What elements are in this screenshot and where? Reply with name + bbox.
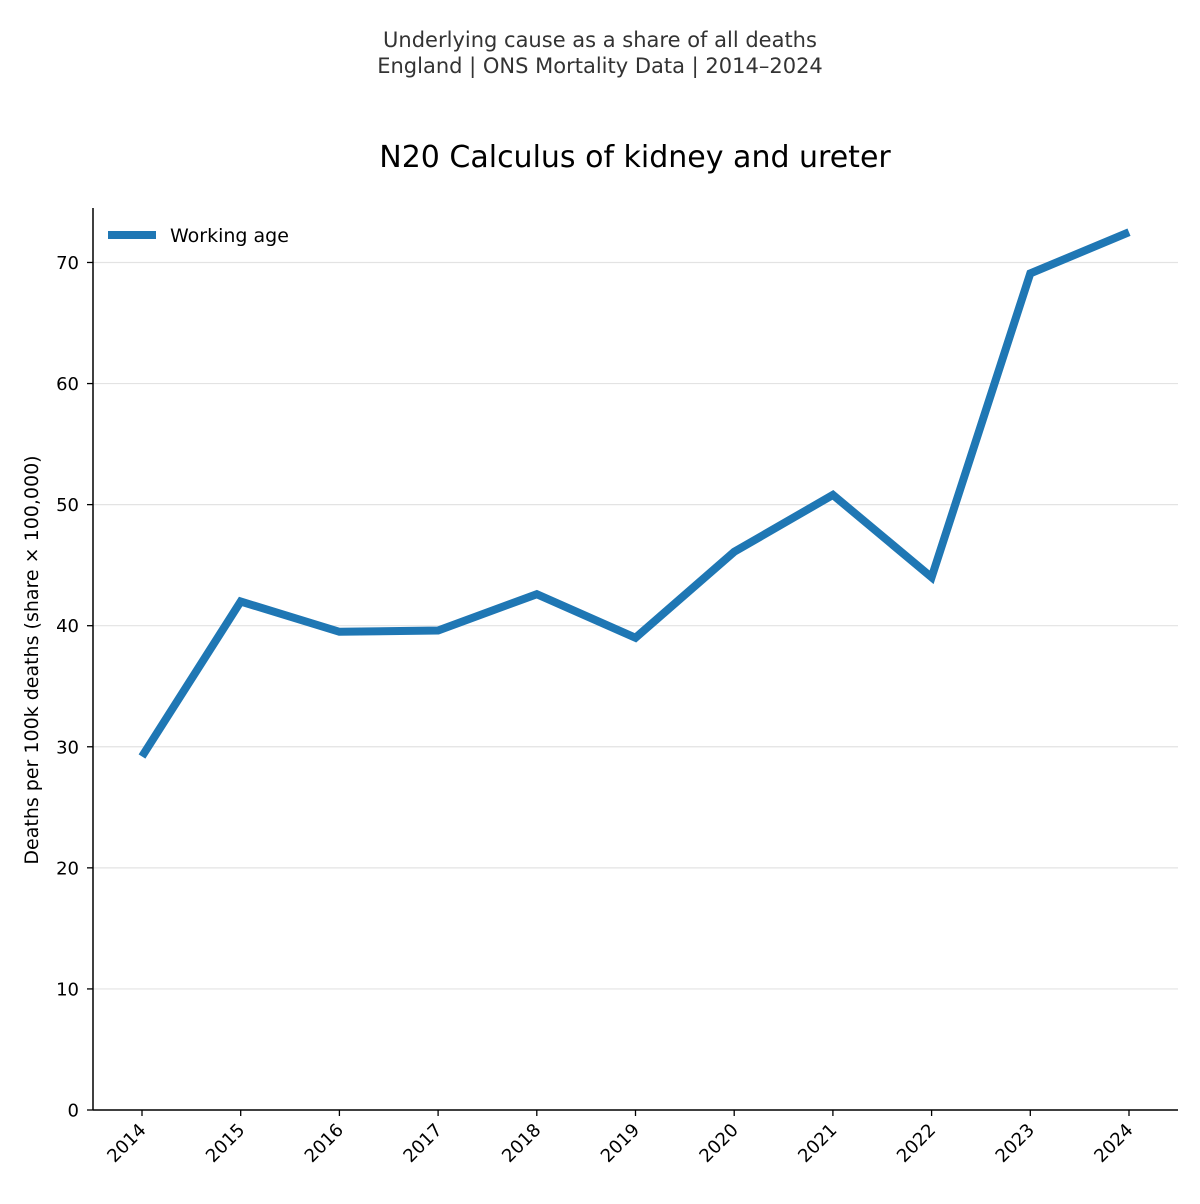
y-tick-label: 70 <box>56 253 79 274</box>
series-lines <box>142 232 1129 756</box>
y-tick-label: 50 <box>56 495 79 516</box>
x-tick-label: 2018 <box>498 1120 545 1167</box>
x-tick-label: 2017 <box>399 1120 446 1167</box>
chart-header: Underlying cause as a share of all death… <box>377 28 891 175</box>
x-axis-ticks: 2014 2015 2016 2017 2018 2019 2020 2021 2022 2023… <box>103 1110 1137 1167</box>
y-axis-ticks: 0 10 20 30 40 50 60 70 <box>56 253 93 1122</box>
series-line-working-age <box>142 232 1129 756</box>
x-tick-label: 2023 <box>992 1120 1039 1167</box>
y-tick-label: 10 <box>56 979 79 1000</box>
chart-title: N20 Calculus of kidney and ureter <box>379 140 891 175</box>
y-tick-label: 40 <box>56 616 79 637</box>
axes <box>93 208 1178 1110</box>
y-axis-label: Deaths per 100k deaths (share × 100,000) <box>21 455 43 864</box>
x-tick-label: 2016 <box>301 1120 348 1167</box>
chart-subtitle-line-2: England | ONS Mortality Data | 2014–2024 <box>377 54 823 79</box>
chart-subtitle-line-1: Underlying cause as a share of all death… <box>383 28 817 52</box>
x-tick-label: 2022 <box>893 1120 940 1167</box>
y-gridlines <box>93 262 1178 988</box>
x-tick-label: 2021 <box>794 1120 841 1167</box>
x-tick-label: 2020 <box>695 1120 742 1167</box>
legend-label-working-age: Working age <box>170 225 289 247</box>
x-tick-label: 2024 <box>1090 1120 1137 1167</box>
chart-legend: Working age <box>108 225 289 247</box>
x-tick-label: 2014 <box>103 1120 150 1167</box>
y-tick-label: 0 <box>68 1101 79 1122</box>
y-tick-label: 30 <box>56 737 79 758</box>
y-tick-label: 60 <box>56 374 79 395</box>
x-tick-label: 2015 <box>202 1120 249 1167</box>
y-tick-label: 20 <box>56 858 79 879</box>
x-tick-label: 2019 <box>597 1120 644 1167</box>
